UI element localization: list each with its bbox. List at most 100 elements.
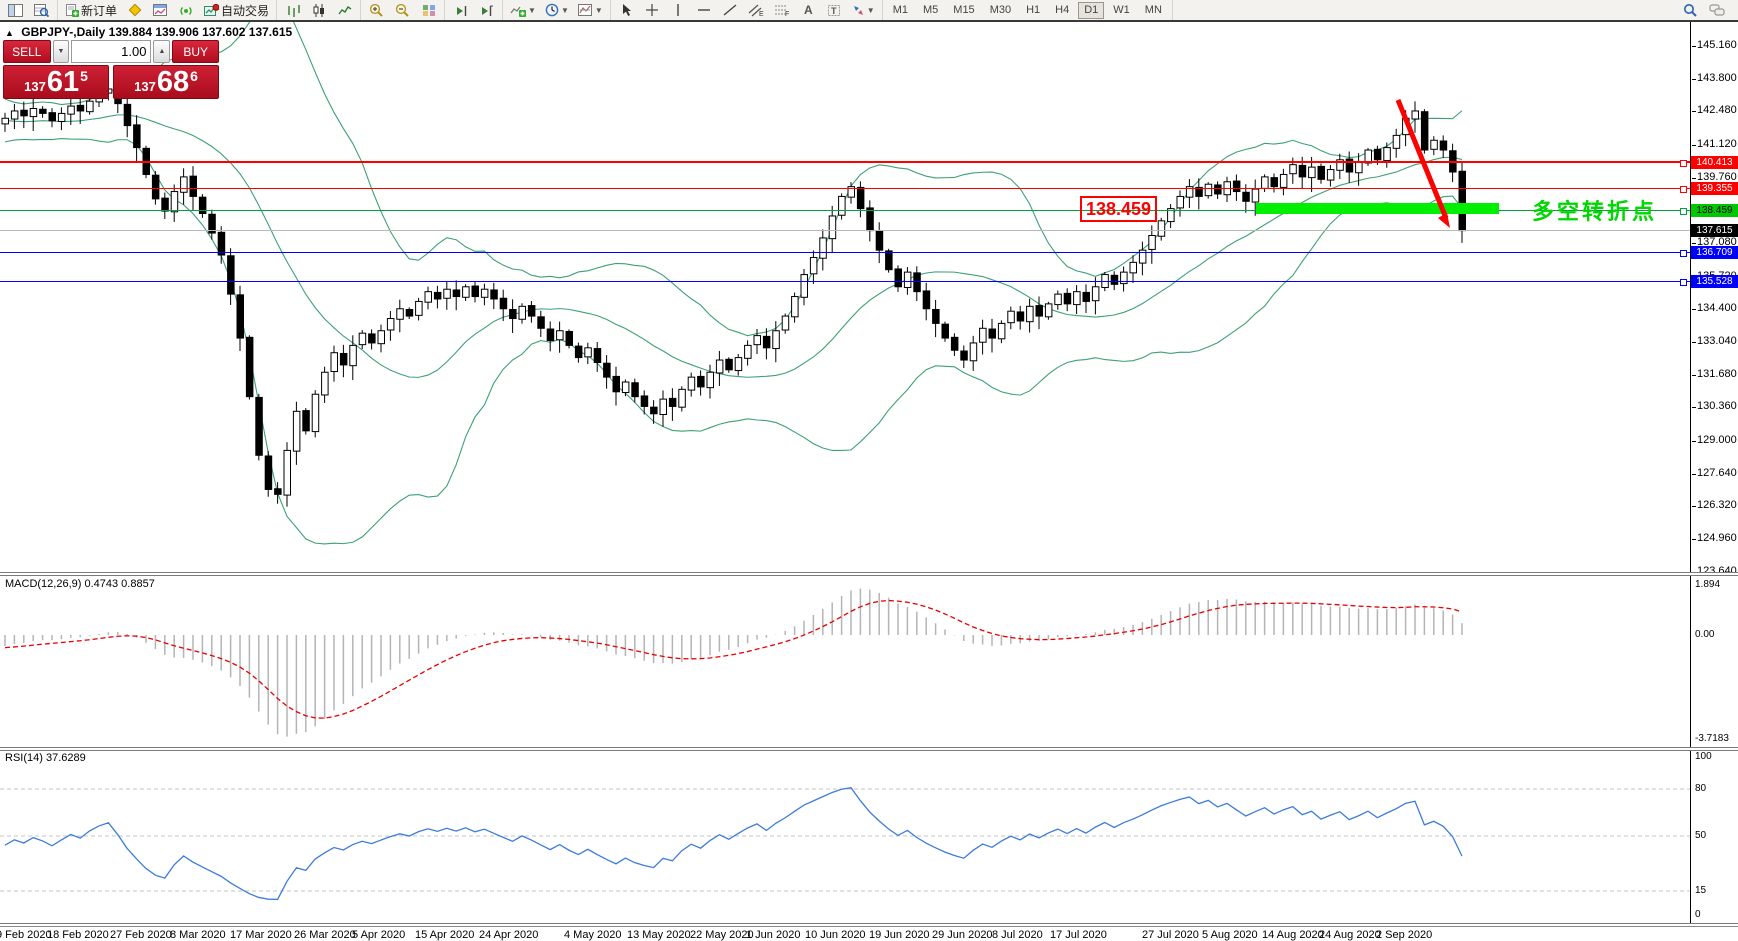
horizontal-line-tool-icon[interactable]: [693, 1, 716, 20]
turning-point-line[interactable]: [0, 210, 1690, 211]
timeframe-m30[interactable]: M30: [989, 4, 1012, 16]
candle-bear: [650, 406, 658, 415]
periods-dropdown-caret[interactable]: ▼: [560, 5, 569, 15]
resistance-line-1-handle[interactable]: [1680, 160, 1687, 167]
signals-icon[interactable]: [175, 1, 198, 20]
autotrade-button[interactable]: 自动交易: [201, 1, 272, 20]
candle-bear: [1317, 165, 1325, 180]
text-label-tool-icon[interactable]: T: [823, 1, 846, 20]
chart-window-icon[interactable]: [149, 1, 172, 20]
support-line-1[interactable]: [0, 252, 1690, 253]
sell-price-pip: 5: [80, 68, 88, 84]
support-line-2[interactable]: [0, 281, 1690, 282]
zoom-in-icon[interactable]: [365, 1, 388, 20]
timeframe-m5[interactable]: M5: [923, 4, 939, 16]
turning-point-line-handle[interactable]: [1680, 208, 1687, 215]
trade-prices-row: 137 61 5 137 68 6: [3, 65, 219, 99]
toolbar-group-setup: ▼ ▼ ▼: [503, 0, 611, 20]
timeframe-m15[interactable]: M15: [953, 4, 975, 16]
pane-separator-macd[interactable]: [0, 572, 1738, 576]
channel-tool-icon[interactable]: E: [745, 1, 768, 20]
rsi-axis-15: 15: [1695, 885, 1707, 896]
price-tick-143.800: 143.800: [1692, 72, 1737, 85]
date-label: 1 Jun 2020: [746, 929, 801, 941]
templates-icon[interactable]: ▼: [575, 1, 606, 20]
price-tick-126.320: 126.320: [1692, 499, 1737, 512]
text-tool-icon[interactable]: A: [803, 3, 813, 17]
resistance-line-1[interactable]: [0, 161, 1690, 163]
indicators-dropdown-caret[interactable]: ▼: [528, 5, 536, 15]
candle-bear: [264, 455, 273, 490]
trendline-tool-icon[interactable]: [719, 1, 742, 20]
resistance-line-2-handle[interactable]: [1680, 186, 1687, 193]
date-label: 27 Jul 2020: [1142, 929, 1199, 941]
expert-advisors-icon[interactable]: [123, 1, 146, 20]
volume-decrease-button[interactable]: ▼: [52, 40, 70, 63]
candle-bear: [1035, 305, 1043, 317]
timeframe-h4[interactable]: H4: [1055, 4, 1070, 16]
price-tick-145.160: 145.160: [1692, 39, 1737, 51]
support-line-2-handle[interactable]: [1680, 279, 1687, 286]
macd-label: MACD(12,26,9) 0.4743 0.8857: [5, 578, 155, 590]
candle-bull: [1185, 186, 1194, 198]
chat-icon[interactable]: [1705, 1, 1728, 20]
timeframe-mn[interactable]: MN: [1144, 4, 1162, 16]
chart-shift-icon[interactable]: [475, 1, 498, 20]
candle-bull: [1355, 161, 1363, 174]
candle-bear: [1345, 158, 1354, 173]
candle-bull: [1157, 220, 1166, 237]
auto-scroll-icon[interactable]: [449, 1, 472, 20]
candlestick-chart-icon[interactable]: [307, 1, 330, 20]
current-price-line[interactable]: [0, 230, 1690, 231]
candle-bull: [1383, 147, 1391, 162]
chart-title: ▲ GBPJPY-,Daily 139.884 139.906 137.602 …: [5, 25, 292, 39]
volume-input[interactable]: [71, 40, 152, 63]
turning-point-text[interactable]: 多空转折点: [1532, 199, 1658, 224]
sell-price-button[interactable]: 137 61 5: [3, 65, 109, 99]
arrows-dropdown-caret[interactable]: ▼: [866, 5, 875, 15]
candle-bull: [1261, 176, 1269, 189]
timeframe-h1[interactable]: H1: [1026, 4, 1041, 16]
timeframe-m1[interactable]: M1: [892, 4, 908, 16]
templates-dropdown-caret[interactable]: ▼: [594, 5, 603, 15]
buy-price-button[interactable]: 137 68 6: [113, 65, 219, 99]
new-order-button[interactable]: 新订单: [62, 1, 120, 20]
collapse-panel-icon[interactable]: ▲: [5, 28, 14, 38]
candle-bear: [640, 395, 649, 407]
arrows-tool-icon[interactable]: ▼: [849, 1, 878, 20]
periods-icon[interactable]: ▼: [542, 1, 572, 20]
volume-increase-button[interactable]: ▲: [153, 40, 171, 63]
timeframe-w1[interactable]: W1: [1113, 4, 1130, 16]
candle-bear: [1232, 180, 1241, 193]
candle-bear: [1110, 274, 1119, 285]
candle-bull: [424, 291, 432, 303]
candle-bear: [537, 316, 545, 329]
crosshair-tool-icon[interactable]: [641, 1, 664, 20]
indicators-icon[interactable]: ▼: [507, 1, 539, 20]
search-icon[interactable]: [1679, 1, 1702, 20]
bar-chart-icon[interactable]: [281, 1, 304, 20]
timeframe-d1[interactable]: D1: [1078, 1, 1105, 19]
fibonacci-tool-icon[interactable]: F: [771, 1, 794, 20]
market-watch-icon[interactable]: [4, 1, 27, 20]
line-chart-icon[interactable]: [333, 1, 356, 20]
sell-button[interactable]: SELL: [3, 40, 51, 63]
candle-bull: [283, 449, 291, 496]
zoom-out-icon[interactable]: [391, 1, 414, 20]
candle-bull: [838, 195, 846, 216]
cursor-tool-icon[interactable]: [615, 1, 638, 20]
vertical-line-tool-icon[interactable]: [667, 1, 690, 20]
candle-bear: [433, 291, 442, 300]
buy-button[interactable]: BUY: [172, 40, 220, 63]
candle-bear: [274, 488, 282, 495]
toolbar-group-shift: [445, 0, 504, 20]
tile-windows-icon[interactable]: [417, 1, 440, 20]
support-line-1-handle[interactable]: [1680, 250, 1687, 257]
candle-bear: [894, 268, 902, 288]
data-window-icon[interactable]: [30, 1, 53, 20]
candle-bull: [443, 288, 451, 299]
resistance-line-2[interactable]: [0, 188, 1690, 189]
pane-separator-rsi[interactable]: [0, 747, 1738, 751]
price-annotation-box[interactable]: 138.459: [1080, 196, 1158, 222]
